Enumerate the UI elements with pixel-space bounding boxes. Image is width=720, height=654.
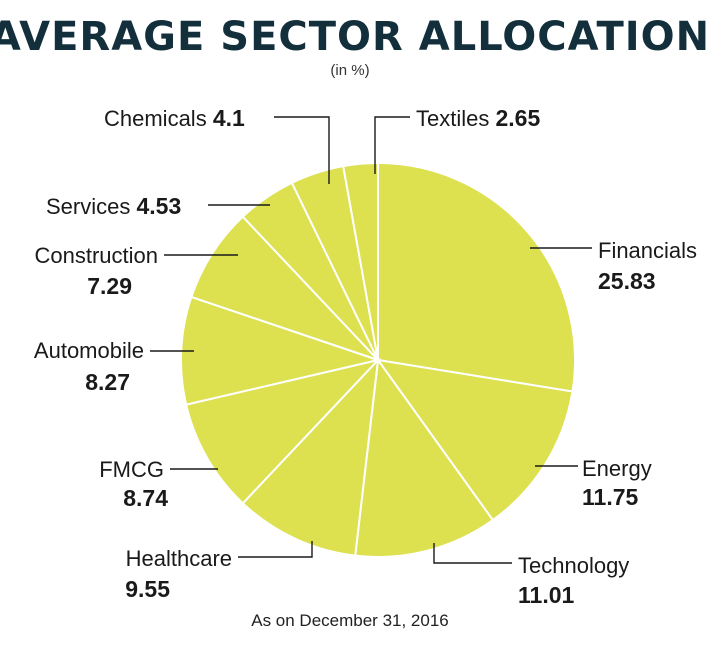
- chart-subtitle: (in %): [330, 62, 369, 79]
- slice-label-construction: Construction: [34, 243, 158, 268]
- slice-label-technology: Technology: [518, 553, 629, 578]
- slice-value-fmcg: 8.74: [123, 485, 168, 511]
- slice-label-textiles: Textiles 2.65: [416, 105, 540, 131]
- slice-label-automobile: Automobile: [34, 338, 144, 363]
- slice-value-healthcare: 9.55: [125, 576, 170, 602]
- slice-label-text-textiles: Textiles: [416, 106, 495, 131]
- pie-slice-financials: [377, 161, 576, 393]
- pie-slice-energy: [375, 358, 574, 522]
- pie-slice-textiles: [342, 161, 379, 361]
- pie-labels: Financials 25.83 Energy 11.75 Technology 11.0…: [34, 105, 697, 608]
- slice-label-fmcg: FMCG: [99, 457, 164, 482]
- slice-value-automobile: 8.27: [85, 369, 130, 395]
- slice-label-services: Services 4.53: [46, 193, 181, 219]
- footnote: As on December 31, 2016: [251, 611, 449, 630]
- slice-value-energy: 11.75: [582, 484, 638, 510]
- leader-line-chemicals: [274, 116, 330, 184]
- slice-value-construction: 7.29: [87, 273, 132, 299]
- slice-label-healthcare: Healthcare: [126, 546, 232, 571]
- leader-line-healthcare: [238, 541, 313, 558]
- pie-slice-construction: [190, 215, 379, 361]
- slice-value-textiles: 2.65: [495, 105, 540, 131]
- leader-line-technology: [433, 543, 512, 564]
- slice-label-text-services: Services: [46, 194, 136, 219]
- pie-slice-healthcare: [241, 357, 380, 557]
- pie-slices: [180, 161, 576, 559]
- slice-label-energy: Energy: [582, 456, 652, 481]
- pie-slice-fmcg: [184, 358, 382, 505]
- slice-label-financials: Financials: [598, 238, 697, 263]
- slice-value-financials: 25.83: [598, 268, 656, 294]
- leader-line-textiles: [374, 116, 410, 174]
- slice-value-chemicals: 4.1: [213, 105, 245, 131]
- slice-value-technology: 11.01: [518, 582, 574, 608]
- chart-title: AVERAGE SECTOR ALLOCATION: [0, 14, 710, 60]
- pie-slice-technology: [354, 357, 495, 559]
- slice-label-text-chemicals: Chemicals: [104, 106, 213, 131]
- slice-value-services: 4.53: [136, 193, 181, 219]
- slice-label-chemicals: Chemicals 4.1: [104, 105, 245, 131]
